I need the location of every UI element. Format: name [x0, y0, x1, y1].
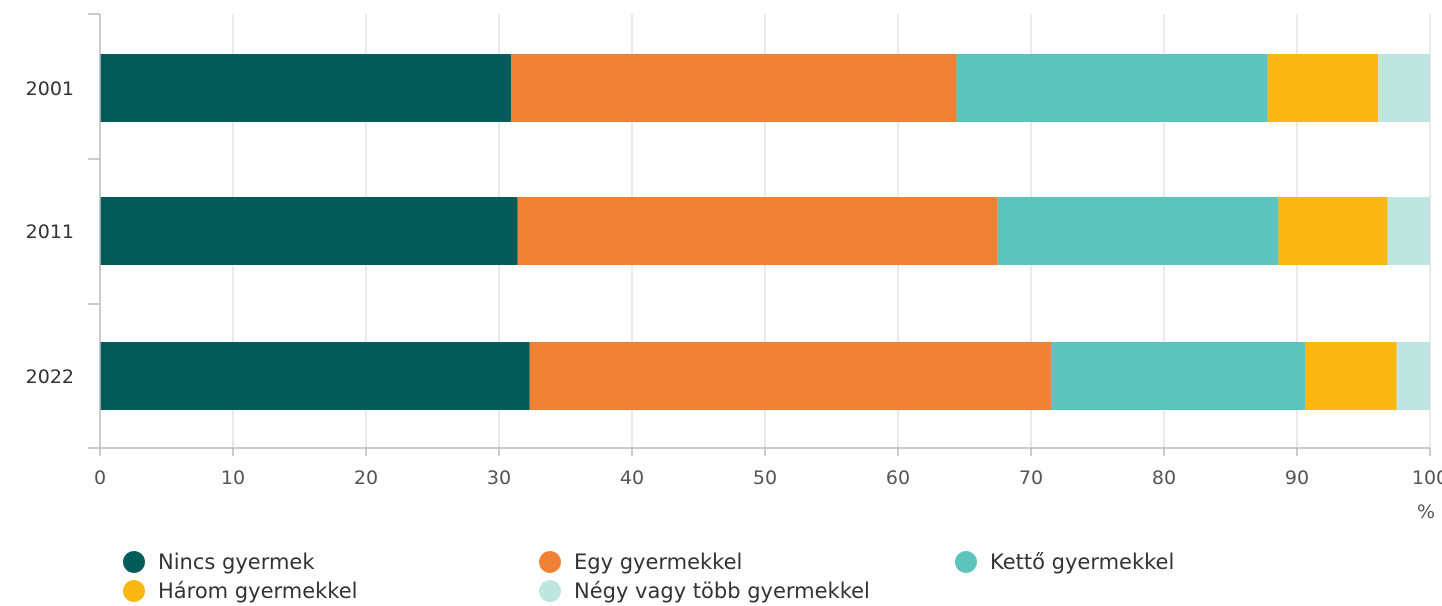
legend-swatch	[539, 551, 561, 573]
bar-segment	[100, 54, 511, 122]
legend-item: Négy vagy több gyermekkel	[539, 579, 870, 603]
bar-segment	[1278, 197, 1388, 265]
legend-swatch	[123, 580, 145, 602]
legend-item: Három gyermekkel	[123, 579, 357, 603]
bars	[100, 54, 1430, 410]
bar-segment	[1304, 342, 1397, 410]
axes	[88, 13, 1431, 456]
legend-label: Négy vagy több gyermekkel	[574, 579, 870, 603]
legend-item: Kettő gyermekkel	[955, 550, 1174, 574]
legend-label: Nincs gyermek	[158, 550, 315, 574]
legend-swatch	[123, 551, 145, 573]
x-tick-label: 90	[1285, 467, 1309, 489]
bar-segment	[1396, 342, 1430, 410]
x-tick-label: 10	[221, 467, 245, 489]
x-tick-label: 30	[487, 467, 511, 489]
legend-item: Egy gyermekkel	[539, 550, 742, 574]
x-tick-label: 20	[354, 467, 378, 489]
x-tick-label: 50	[753, 467, 777, 489]
legend-label: Három gyermekkel	[158, 579, 357, 603]
category-label: 2011	[26, 221, 74, 243]
category-label: 2001	[26, 78, 74, 100]
legend-swatch	[539, 580, 561, 602]
x-tick-label: 0	[94, 467, 106, 489]
legend: Nincs gyermek Egy gyermekkel Kettő gyermek…	[123, 550, 1174, 603]
category-label: 2022	[26, 366, 74, 388]
legend-swatch	[955, 551, 977, 573]
x-tick-label: 70	[1019, 467, 1043, 489]
x-unit-label: %	[1417, 501, 1435, 523]
bar-segment	[100, 197, 518, 265]
x-tick-label: 40	[620, 467, 644, 489]
x-tick-label: 80	[1152, 467, 1176, 489]
legend-label: Egy gyermekkel	[574, 550, 742, 574]
x-tick-labels: 0 10 20 30 40 50 60 70 80 90 100	[94, 467, 1442, 489]
legend-item: Nincs gyermek	[123, 550, 315, 574]
bar-segment	[1050, 342, 1305, 410]
bar-segment	[1378, 54, 1430, 122]
bar-segment	[100, 342, 530, 410]
bar-segment	[956, 54, 1268, 122]
bar-segment	[1387, 197, 1430, 265]
category-labels: 2001 2011 2022	[26, 78, 74, 388]
bar-segment	[997, 197, 1279, 265]
bar-segment	[1267, 54, 1379, 122]
bar-segment	[529, 342, 1051, 410]
x-tick-label: 60	[886, 467, 910, 489]
legend-label: Kettő gyermekkel	[990, 550, 1174, 574]
bar-segment	[517, 197, 998, 265]
x-tick-label: 100	[1412, 467, 1442, 489]
bar-segment	[510, 54, 957, 122]
